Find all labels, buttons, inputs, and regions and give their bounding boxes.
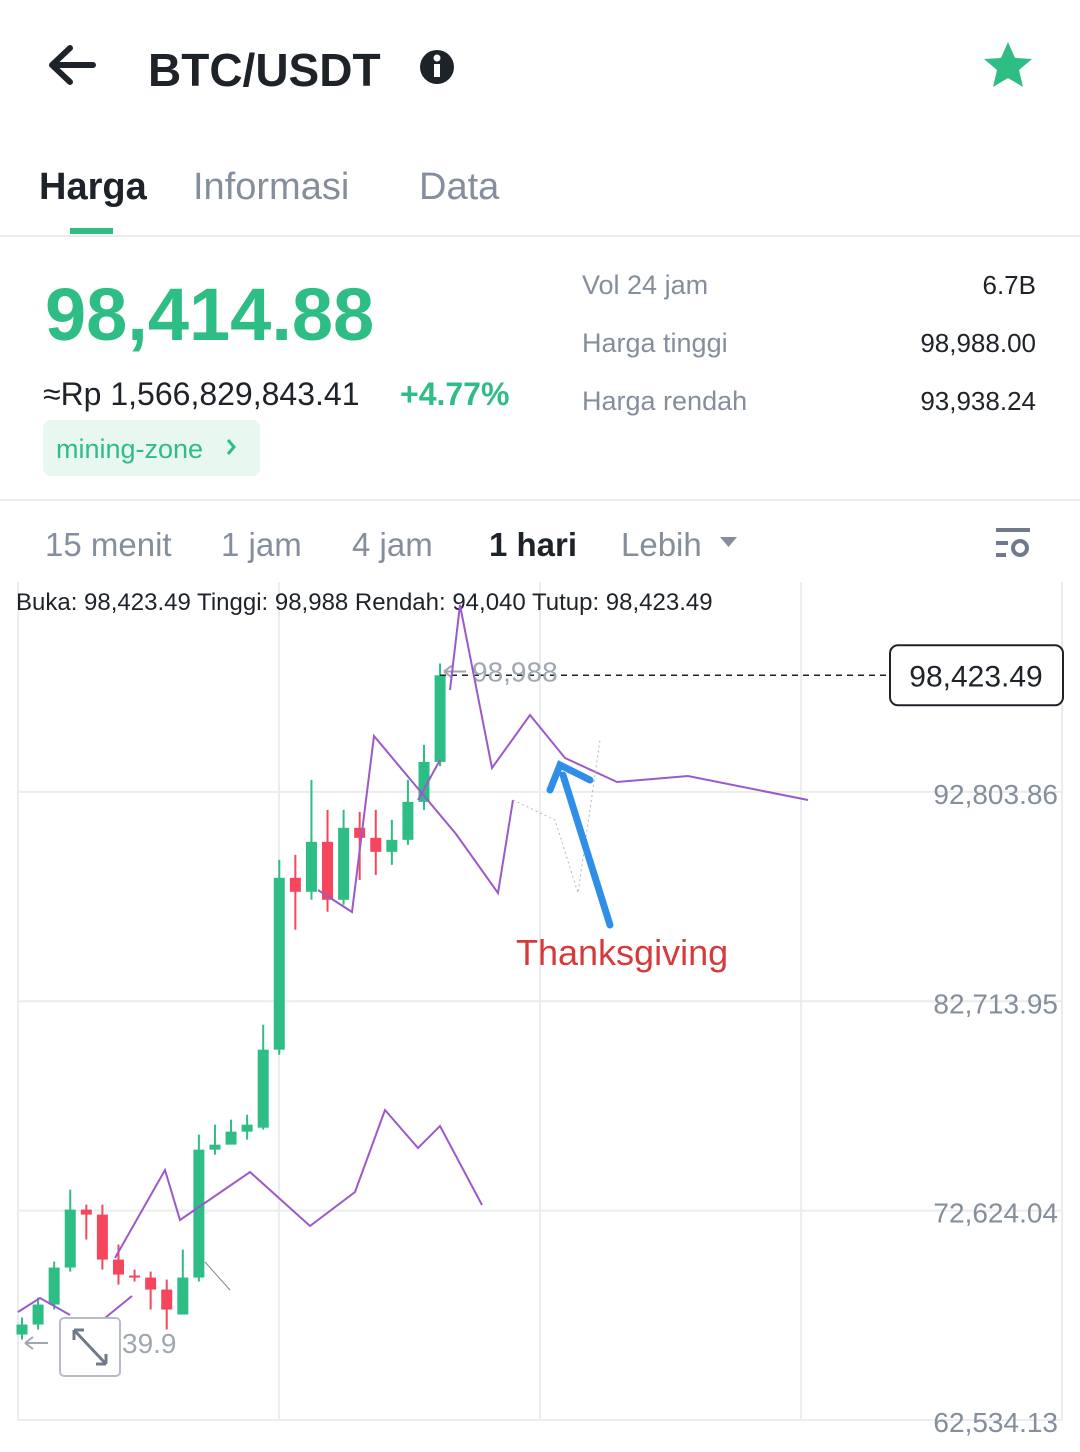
chart-settings-icon[interactable] [996, 528, 1030, 557]
candle-body [434, 675, 446, 762]
drawing-line [449, 604, 809, 801]
pair-title: BTC/USDT [148, 44, 381, 96]
tab[interactable]: Informasi [193, 166, 349, 208]
last-price: 98,414.88 [45, 273, 374, 356]
timeframe[interactable]: 4 jam [352, 526, 433, 563]
high-marker-label: 98,988 [472, 657, 558, 688]
expand-button[interactable] [59, 1317, 121, 1377]
candle-body [402, 801, 414, 840]
dropdown-caret[interactable] [720, 537, 737, 547]
candle-body [418, 761, 430, 802]
candle-body [370, 837, 382, 852]
candle-body [48, 1267, 60, 1305]
candle-body [273, 877, 285, 1050]
candle-body [305, 841, 317, 892]
candle-body [80, 1209, 92, 1215]
timeframe[interactable]: 15 menit [45, 526, 172, 563]
candle-body [257, 1049, 269, 1128]
annotation-label: Thanksgiving [516, 932, 728, 973]
favorite-star[interactable] [984, 42, 1032, 87]
candle-body [289, 877, 301, 892]
back-arrow[interactable] [49, 45, 96, 85]
candle-body [96, 1214, 108, 1260]
y-tick-label: 82,713.95 [933, 988, 1058, 1019]
fiat-price: ≈Rp 1,566,829,843.41 [43, 376, 359, 412]
candle-body [322, 841, 334, 900]
y-tick-label: 92,803.86 [933, 779, 1058, 810]
timeframe[interactable]: 1 hari [489, 526, 577, 563]
stat-label: Vol 24 jam [582, 270, 708, 300]
candle-body [177, 1277, 189, 1315]
annotation-arrow [546, 760, 614, 929]
candle-body [193, 1149, 205, 1278]
stat-value: 98,988.00 [920, 328, 1036, 358]
candle-body [129, 1275, 141, 1278]
low-marker-arrow [24, 1336, 48, 1350]
candle-body [32, 1304, 44, 1325]
candle-body [161, 1289, 173, 1310]
candle-body [209, 1144, 221, 1150]
tag-button[interactable]: mining-zone [43, 420, 260, 476]
price-change: +4.77% [400, 376, 509, 412]
drawing-line [204, 1261, 231, 1291]
expand-icon[interactable] [72, 1328, 108, 1366]
back-button[interactable] [49, 45, 96, 85]
candle-body [225, 1131, 237, 1145]
tag-label[interactable]: mining-zone [56, 434, 203, 464]
current-price-box [889, 644, 1064, 707]
stat-label: Harga rendah [582, 386, 747, 416]
current-price-label: 98,423.49 [909, 660, 1042, 693]
stat-label: Harga tinggi [582, 328, 728, 358]
candle-body [241, 1124, 253, 1132]
candle-body [386, 839, 398, 852]
candle-body [354, 827, 366, 838]
tab-indicator [70, 228, 113, 234]
tab[interactable]: Harga [39, 166, 148, 208]
info-icon[interactable] [420, 50, 454, 84]
candle-body [112, 1259, 124, 1275]
ohlc-legend: Buka: 98,423.49 Tinggi: 98,988 Rendah: 9… [16, 589, 713, 616]
stat-value: 6.7B [983, 270, 1037, 300]
candle-body [145, 1277, 157, 1290]
timeframe[interactable]: Lebih [621, 526, 702, 563]
tab[interactable]: Data [419, 166, 500, 208]
y-tick-label: 62,534.13 [933, 1407, 1058, 1438]
candle-body [338, 827, 350, 900]
chart: 92,803.86 82,713.95 72,624.04 62,534.13 Buka… [16, 582, 1064, 1438]
drawing-line [512, 739, 601, 894]
y-tick-label: 72,624.04 [933, 1198, 1058, 1229]
candle-body [16, 1324, 28, 1335]
drawing-line [417, 759, 441, 801]
stat-value: 93,938.24 [920, 386, 1036, 416]
drawing-line [114, 1108, 483, 1259]
low-marker-label: 39.9 [122, 1328, 177, 1359]
timeframe[interactable]: 1 jam [221, 526, 302, 563]
drawing-line [17, 1296, 71, 1316]
drawing-line [317, 733, 514, 914]
candle-body [64, 1209, 76, 1268]
